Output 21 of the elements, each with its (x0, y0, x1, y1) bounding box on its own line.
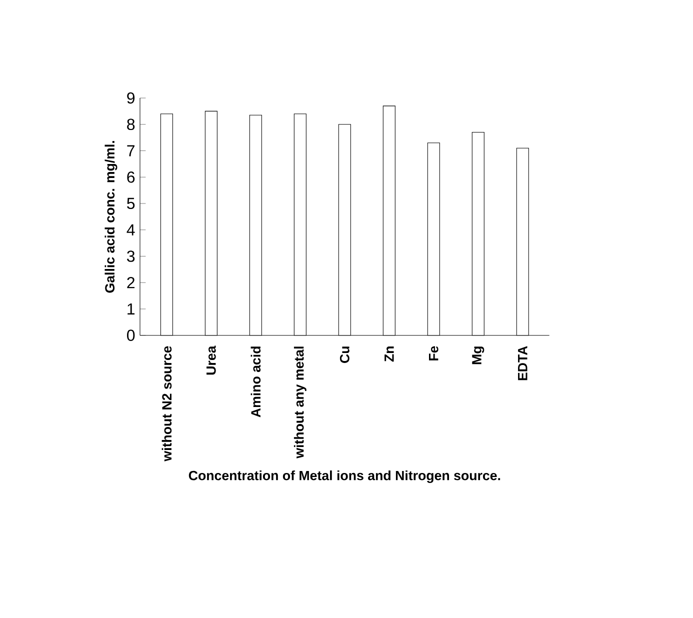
y-tick-label: 5 (127, 198, 135, 210)
x-tick-label: without N2 source (162, 346, 172, 462)
y-tick-label: 1 (128, 303, 135, 314)
x-tick-label: Amino acid (250, 346, 261, 418)
x-tick-label: without any metal (294, 346, 306, 458)
y-tick-label: 0 (127, 330, 135, 341)
y-tick-label: 2 (127, 277, 134, 288)
y-tick-label: 8 (127, 118, 135, 130)
x-tick-label: Fe (428, 346, 438, 360)
y-tick-label: 6 (127, 171, 135, 183)
y-tick-label: 3 (126, 250, 135, 262)
x-tick-label: Urea (206, 346, 216, 375)
x-tick-label: Mg (472, 346, 484, 364)
x-axis-title: Concentration of Metal ions and Nitrogen source. (188, 470, 500, 483)
x-tick-label: EDTA (518, 346, 528, 380)
y-tick-label: 7 (127, 145, 134, 156)
x-tick-label: Zn (384, 346, 394, 362)
y-axis-title: Gallic acid conc. mg/ml. (104, 141, 118, 293)
y-tick-label: 4 (126, 224, 135, 236)
x-tick-label: Cu (340, 346, 350, 363)
y-tick-label: 9 (127, 92, 135, 104)
